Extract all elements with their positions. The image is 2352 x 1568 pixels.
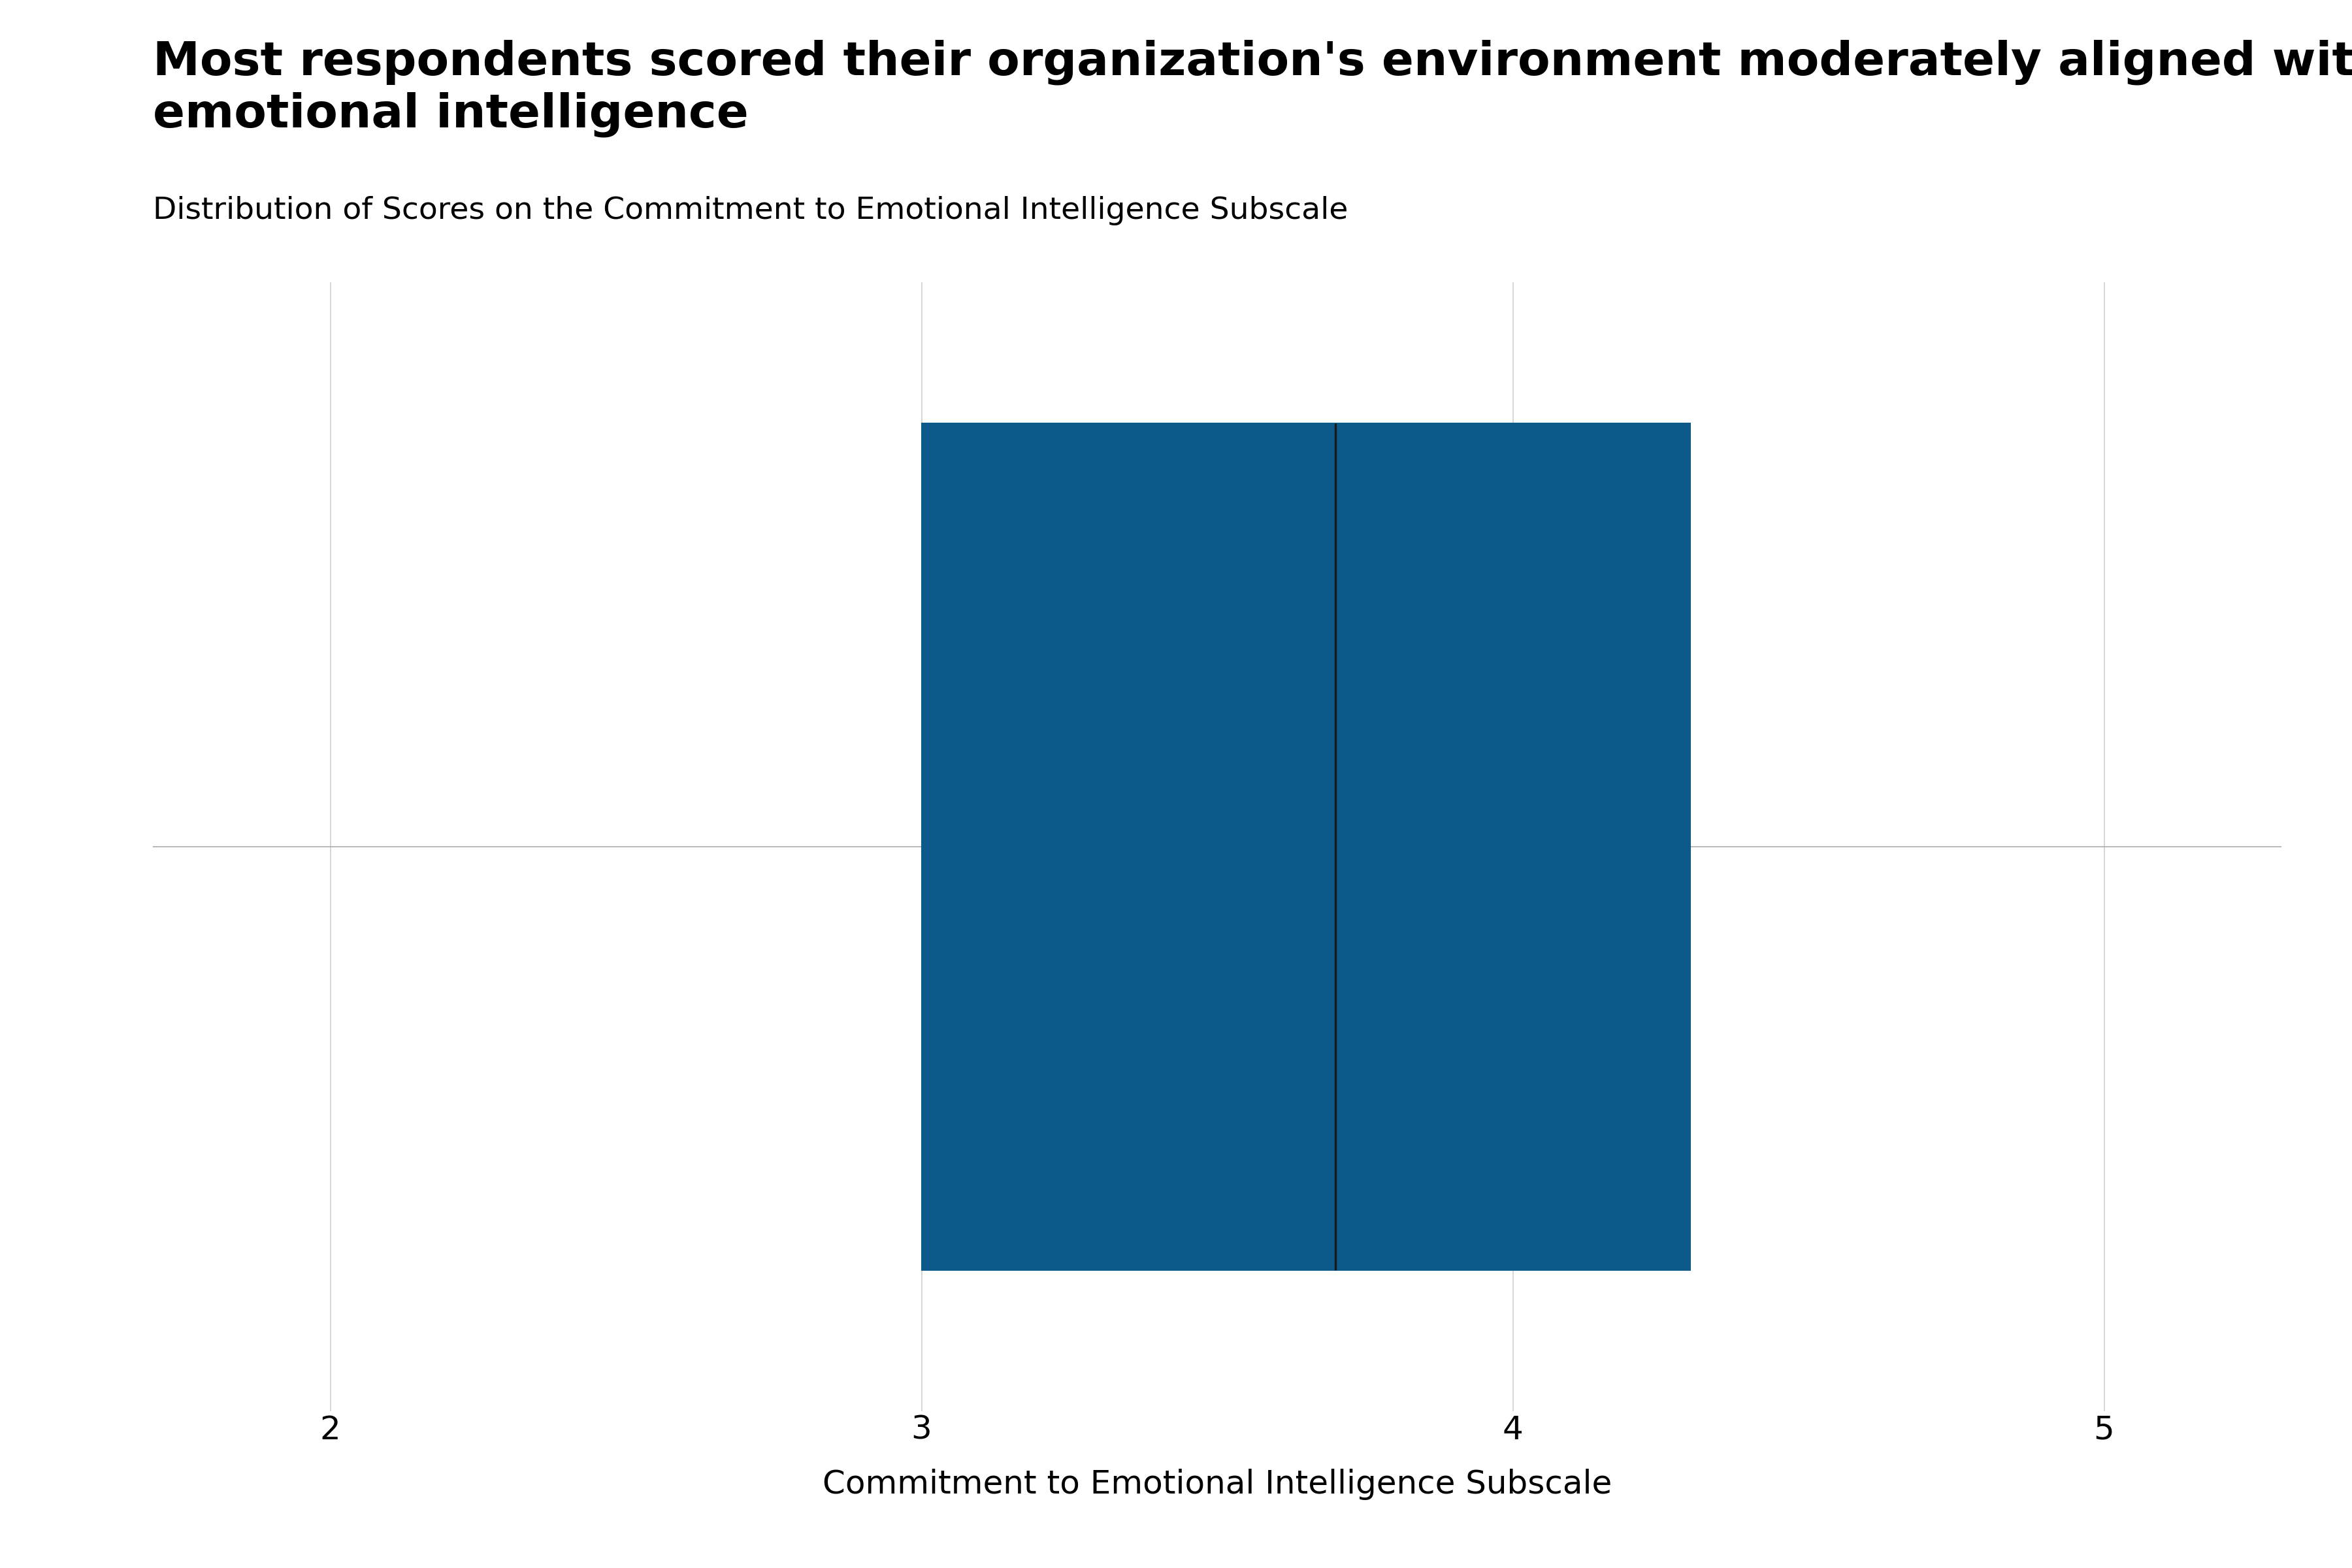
Bar [922,423,1691,1270]
Text: Distribution of Scores on the Commitment to Emotional Intelligence Subscale: Distribution of Scores on the Commitment… [153,196,1348,226]
X-axis label: Commitment to Emotional Intelligence Subscale: Commitment to Emotional Intelligence Sub… [823,1468,1611,1499]
Text: Most respondents scored their organization's environment moderately aligned with: Most respondents scored their organizati… [153,39,2352,136]
